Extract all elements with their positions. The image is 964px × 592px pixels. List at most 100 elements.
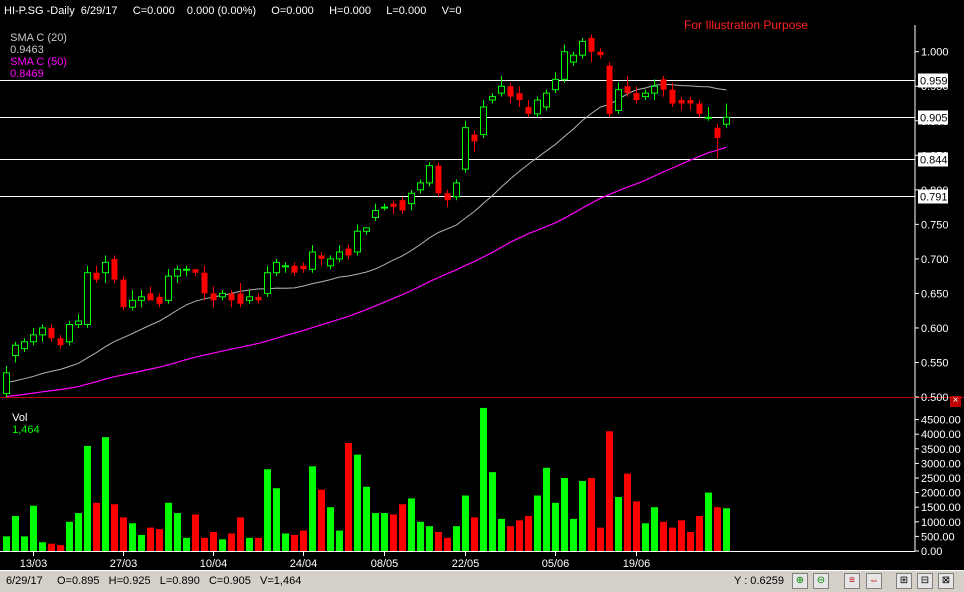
candle-body-down xyxy=(228,293,235,301)
candle-body-up xyxy=(165,275,172,301)
sma-legend: SMA C (20) 0.9463 SMA C (50) 0.8469 xyxy=(4,20,67,80)
sma20-legend-value: 0.9463 xyxy=(10,44,44,56)
candle-body-down xyxy=(714,127,721,139)
candle-body-up xyxy=(453,182,460,198)
status-date: 6/29/17 xyxy=(6,575,43,587)
candle-body-up xyxy=(462,127,469,170)
candle-body-up xyxy=(84,272,91,325)
volume-bar xyxy=(345,442,352,551)
volume-bar xyxy=(696,515,703,551)
candle-body-up xyxy=(354,230,361,253)
candle-body-up xyxy=(363,227,370,232)
date-tick-label: 05/06 xyxy=(542,558,570,570)
volume-bar xyxy=(39,542,46,551)
candle-body-down xyxy=(237,293,244,304)
volume-tick-label: 2000.00 xyxy=(921,488,961,500)
volume-bar xyxy=(183,537,190,551)
candles[interactable] xyxy=(3,34,730,397)
candle-body-down xyxy=(588,37,595,52)
volume-bar xyxy=(633,501,640,551)
volume-bar xyxy=(327,507,334,551)
volume-bar xyxy=(21,536,28,551)
zoom-out-button[interactable]: ⊖ xyxy=(813,573,829,589)
volume-bar xyxy=(498,518,505,551)
horizontal-line-label-box xyxy=(918,189,948,204)
candle-body-up xyxy=(282,265,289,268)
candle-body-up xyxy=(336,251,343,260)
status-ohlcv: O=0.895 H=0.925 L=0.890 C=0.905 V=1,464 xyxy=(57,575,302,587)
candle-body-down xyxy=(660,79,667,90)
date-tick-label: 08/05 xyxy=(371,558,399,570)
volume-bar xyxy=(129,523,136,551)
candle-body-down xyxy=(201,272,208,294)
volume-bar xyxy=(381,513,388,551)
volume-bar xyxy=(93,502,100,551)
candle-body-down xyxy=(255,296,262,301)
candle-body-up xyxy=(498,85,505,94)
volume-bar xyxy=(174,513,181,551)
candle-body-down xyxy=(444,193,451,201)
candle-body-up xyxy=(651,85,658,94)
volume-bar xyxy=(570,518,577,551)
volume-tick-label: 4500.00 xyxy=(921,415,961,427)
candle-body-up xyxy=(489,96,496,101)
volume-bar xyxy=(300,530,307,551)
volume-bar xyxy=(687,532,694,551)
volume-axis: 0.00 500.00 1000.00 1500.00 2000.00 2500.00 30… xyxy=(915,415,961,558)
scale-button[interactable]: ≡ xyxy=(844,573,860,589)
candle-body-up xyxy=(264,272,271,294)
volume-bar xyxy=(336,530,343,551)
volume-legend-value: 1,464 xyxy=(12,424,40,436)
horizontal-line-label-box xyxy=(918,152,948,167)
candle-body-down xyxy=(345,248,352,256)
horizontal-line-label-box xyxy=(918,73,948,88)
candle-body-down xyxy=(597,51,604,56)
volume-bar xyxy=(390,514,397,551)
candle-body-up xyxy=(426,165,433,184)
chart-canvas[interactable]: 0.5000.5500.6000.6500.7000.7500.8000.850… xyxy=(0,0,964,570)
sma50-legend-value: 0.8469 xyxy=(10,68,44,80)
candle-body-up xyxy=(480,106,487,136)
volume-bar xyxy=(624,473,631,551)
date-tick-label: 13/03 xyxy=(20,558,48,570)
volume-bar xyxy=(678,520,685,551)
volume-bar xyxy=(291,534,298,551)
price-tick-label: 0.500 xyxy=(921,392,949,404)
date-axis: 13/03 27/03 10/04 24/04 08/05 22/05 05/06 19/06 xyxy=(20,551,650,570)
volume-tick-label: 2500.00 xyxy=(921,473,961,485)
candle-body-down xyxy=(192,269,199,273)
grid-button[interactable]: ⊞ xyxy=(896,573,912,589)
candle-body-up xyxy=(273,261,280,274)
print-button[interactable]: ⊠ xyxy=(938,573,954,589)
candle-body-up xyxy=(75,320,82,325)
candle-body-down xyxy=(399,200,406,211)
volume-bar xyxy=(480,407,487,551)
watermark: For Illustration Purpose xyxy=(684,18,809,32)
volume-tick-label: 1500.00 xyxy=(921,502,961,514)
volume-bars[interactable] xyxy=(3,407,730,551)
candle-body-up xyxy=(174,268,181,277)
volume-bar xyxy=(669,527,676,551)
candle-body-down xyxy=(300,265,307,270)
sma50-path xyxy=(6,146,727,398)
volume-bar xyxy=(3,536,10,551)
volume-bar xyxy=(471,517,478,551)
volume-bar xyxy=(264,469,271,551)
zoom-in-button[interactable]: ⊕ xyxy=(792,573,808,589)
fit-button[interactable]: ⇔ xyxy=(866,573,882,589)
candle-body-up xyxy=(246,296,253,301)
volume-bar xyxy=(138,534,145,551)
cursor-y-readout: Y : 0.6259 xyxy=(734,575,784,587)
volume-bar xyxy=(120,517,127,551)
horizontal-line-label: 0.905 xyxy=(920,113,948,125)
volume-bar xyxy=(579,480,586,551)
candle-body-down xyxy=(390,203,397,208)
volume-bar xyxy=(30,505,37,551)
close-pane-icon[interactable]: × xyxy=(950,396,961,407)
layout-button[interactable]: ⊟ xyxy=(917,573,933,589)
volume-bar xyxy=(12,515,19,551)
candle-body-down xyxy=(156,296,163,304)
date-tick-label: 22/05 xyxy=(452,558,480,570)
horizontal-line-label: 0.844 xyxy=(920,155,948,167)
candle-body-up xyxy=(327,258,334,267)
